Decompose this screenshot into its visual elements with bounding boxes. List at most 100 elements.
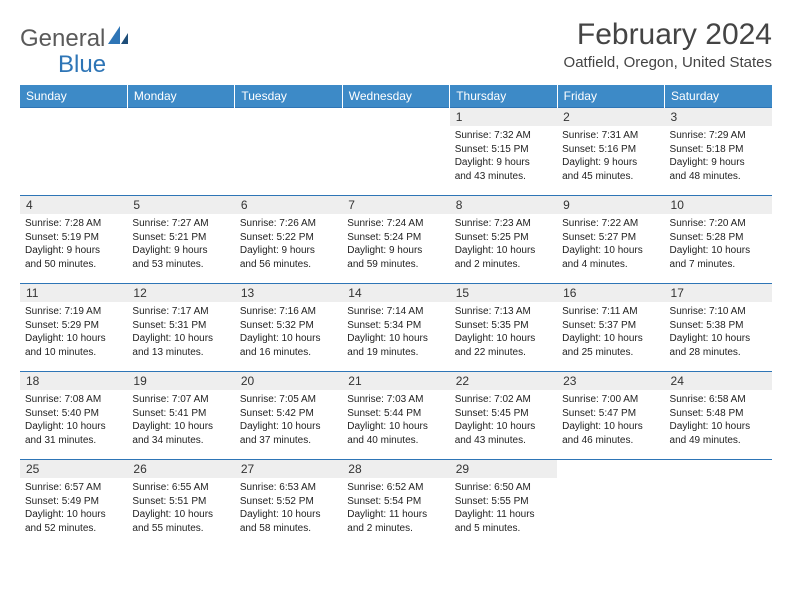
calendar-day-cell <box>127 108 234 196</box>
day-number: 13 <box>235 284 342 302</box>
day-number: 2 <box>557 108 664 126</box>
calendar-day-cell <box>665 460 772 548</box>
calendar-day-cell: 2Sunrise: 7:31 AMSunset: 5:16 PMDaylight… <box>557 108 664 196</box>
day-number: 26 <box>127 460 234 478</box>
calendar-day-cell: 23Sunrise: 7:00 AMSunset: 5:47 PMDayligh… <box>557 372 664 460</box>
month-title: February 2024 <box>564 18 772 52</box>
day-details: Sunrise: 7:23 AMSunset: 5:25 PMDaylight:… <box>450 214 557 274</box>
day-number: 19 <box>127 372 234 390</box>
weekday-header: Wednesday <box>342 85 449 108</box>
day-number: 9 <box>557 196 664 214</box>
logo-text-blue: Blue <box>58 51 106 79</box>
calendar-day-cell: 10Sunrise: 7:20 AMSunset: 5:28 PMDayligh… <box>665 196 772 284</box>
day-details: Sunrise: 7:08 AMSunset: 5:40 PMDaylight:… <box>20 390 127 450</box>
calendar-day-cell: 12Sunrise: 7:17 AMSunset: 5:31 PMDayligh… <box>127 284 234 372</box>
calendar-day-cell: 5Sunrise: 7:27 AMSunset: 5:21 PMDaylight… <box>127 196 234 284</box>
calendar-day-cell: 8Sunrise: 7:23 AMSunset: 5:25 PMDaylight… <box>450 196 557 284</box>
weekday-header: Friday <box>557 85 664 108</box>
day-details: Sunrise: 7:03 AMSunset: 5:44 PMDaylight:… <box>342 390 449 450</box>
day-details: Sunrise: 6:50 AMSunset: 5:55 PMDaylight:… <box>450 478 557 538</box>
calendar-day-cell: 19Sunrise: 7:07 AMSunset: 5:41 PMDayligh… <box>127 372 234 460</box>
day-details: Sunrise: 7:13 AMSunset: 5:35 PMDaylight:… <box>450 302 557 362</box>
calendar-day-cell: 27Sunrise: 6:53 AMSunset: 5:52 PMDayligh… <box>235 460 342 548</box>
calendar-day-cell: 15Sunrise: 7:13 AMSunset: 5:35 PMDayligh… <box>450 284 557 372</box>
calendar-week-row: 11Sunrise: 7:19 AMSunset: 5:29 PMDayligh… <box>20 284 772 372</box>
day-details: Sunrise: 7:22 AMSunset: 5:27 PMDaylight:… <box>557 214 664 274</box>
calendar-day-cell: 25Sunrise: 6:57 AMSunset: 5:49 PMDayligh… <box>20 460 127 548</box>
location-text: Oatfield, Oregon, United States <box>564 54 772 71</box>
day-details: Sunrise: 6:58 AMSunset: 5:48 PMDaylight:… <box>665 390 772 450</box>
day-details: Sunrise: 7:02 AMSunset: 5:45 PMDaylight:… <box>450 390 557 450</box>
day-number: 29 <box>450 460 557 478</box>
day-number: 15 <box>450 284 557 302</box>
calendar-day-cell: 29Sunrise: 6:50 AMSunset: 5:55 PMDayligh… <box>450 460 557 548</box>
calendar-week-row: 18Sunrise: 7:08 AMSunset: 5:40 PMDayligh… <box>20 372 772 460</box>
weekday-header: Tuesday <box>235 85 342 108</box>
day-details: Sunrise: 7:16 AMSunset: 5:32 PMDaylight:… <box>235 302 342 362</box>
day-details: Sunrise: 6:53 AMSunset: 5:52 PMDaylight:… <box>235 478 342 538</box>
calendar-table: Sunday Monday Tuesday Wednesday Thursday… <box>20 85 772 548</box>
calendar-day-cell: 14Sunrise: 7:14 AMSunset: 5:34 PMDayligh… <box>342 284 449 372</box>
calendar-day-cell <box>342 108 449 196</box>
day-details: Sunrise: 7:26 AMSunset: 5:22 PMDaylight:… <box>235 214 342 274</box>
day-number: 23 <box>557 372 664 390</box>
calendar-day-cell: 16Sunrise: 7:11 AMSunset: 5:37 PMDayligh… <box>557 284 664 372</box>
day-number: 20 <box>235 372 342 390</box>
day-details: Sunrise: 7:14 AMSunset: 5:34 PMDaylight:… <box>342 302 449 362</box>
day-number: 12 <box>127 284 234 302</box>
day-details: Sunrise: 7:27 AMSunset: 5:21 PMDaylight:… <box>127 214 234 274</box>
calendar-day-cell: 21Sunrise: 7:03 AMSunset: 5:44 PMDayligh… <box>342 372 449 460</box>
calendar-day-cell: 17Sunrise: 7:10 AMSunset: 5:38 PMDayligh… <box>665 284 772 372</box>
logo-sail-icon <box>106 24 132 53</box>
day-number: 3 <box>665 108 772 126</box>
day-number: 10 <box>665 196 772 214</box>
day-number: 22 <box>450 372 557 390</box>
calendar-day-cell: 9Sunrise: 7:22 AMSunset: 5:27 PMDaylight… <box>557 196 664 284</box>
day-details: Sunrise: 6:57 AMSunset: 5:49 PMDaylight:… <box>20 478 127 538</box>
calendar-day-cell <box>557 460 664 548</box>
weekday-header: Saturday <box>665 85 772 108</box>
day-number: 4 <box>20 196 127 214</box>
day-details: Sunrise: 7:00 AMSunset: 5:47 PMDaylight:… <box>557 390 664 450</box>
calendar-day-cell <box>20 108 127 196</box>
day-number: 5 <box>127 196 234 214</box>
calendar-day-cell: 20Sunrise: 7:05 AMSunset: 5:42 PMDayligh… <box>235 372 342 460</box>
day-number: 17 <box>665 284 772 302</box>
day-details: Sunrise: 7:31 AMSunset: 5:16 PMDaylight:… <box>557 126 664 186</box>
day-details: Sunrise: 7:11 AMSunset: 5:37 PMDaylight:… <box>557 302 664 362</box>
day-details: Sunrise: 6:55 AMSunset: 5:51 PMDaylight:… <box>127 478 234 538</box>
weekday-header: Sunday <box>20 85 127 108</box>
calendar-day-cell: 28Sunrise: 6:52 AMSunset: 5:54 PMDayligh… <box>342 460 449 548</box>
day-details: Sunrise: 7:20 AMSunset: 5:28 PMDaylight:… <box>665 214 772 274</box>
calendar-header-row: Sunday Monday Tuesday Wednesday Thursday… <box>20 85 772 108</box>
logo-text-general: General <box>20 25 105 53</box>
calendar-day-cell: 3Sunrise: 7:29 AMSunset: 5:18 PMDaylight… <box>665 108 772 196</box>
day-number: 11 <box>20 284 127 302</box>
day-details: Sunrise: 7:19 AMSunset: 5:29 PMDaylight:… <box>20 302 127 362</box>
day-details: Sunrise: 7:29 AMSunset: 5:18 PMDaylight:… <box>665 126 772 186</box>
day-number: 6 <box>235 196 342 214</box>
day-number: 16 <box>557 284 664 302</box>
calendar-day-cell: 24Sunrise: 6:58 AMSunset: 5:48 PMDayligh… <box>665 372 772 460</box>
day-details: Sunrise: 7:24 AMSunset: 5:24 PMDaylight:… <box>342 214 449 274</box>
day-details: Sunrise: 6:52 AMSunset: 5:54 PMDaylight:… <box>342 478 449 538</box>
calendar-day-cell: 1Sunrise: 7:32 AMSunset: 5:15 PMDaylight… <box>450 108 557 196</box>
calendar-day-cell: 26Sunrise: 6:55 AMSunset: 5:51 PMDayligh… <box>127 460 234 548</box>
day-details: Sunrise: 7:17 AMSunset: 5:31 PMDaylight:… <box>127 302 234 362</box>
day-details: Sunrise: 7:05 AMSunset: 5:42 PMDaylight:… <box>235 390 342 450</box>
day-number: 18 <box>20 372 127 390</box>
calendar-day-cell: 6Sunrise: 7:26 AMSunset: 5:22 PMDaylight… <box>235 196 342 284</box>
day-number: 27 <box>235 460 342 478</box>
day-details: Sunrise: 7:07 AMSunset: 5:41 PMDaylight:… <box>127 390 234 450</box>
calendar-week-row: 25Sunrise: 6:57 AMSunset: 5:49 PMDayligh… <box>20 460 772 548</box>
day-number: 7 <box>342 196 449 214</box>
day-details: Sunrise: 7:28 AMSunset: 5:19 PMDaylight:… <box>20 214 127 274</box>
day-details: Sunrise: 7:10 AMSunset: 5:38 PMDaylight:… <box>665 302 772 362</box>
weekday-header: Thursday <box>450 85 557 108</box>
calendar-day-cell <box>235 108 342 196</box>
day-number: 8 <box>450 196 557 214</box>
weekday-header: Monday <box>127 85 234 108</box>
day-number: 24 <box>665 372 772 390</box>
day-details: Sunrise: 7:32 AMSunset: 5:15 PMDaylight:… <box>450 126 557 186</box>
calendar-day-cell: 11Sunrise: 7:19 AMSunset: 5:29 PMDayligh… <box>20 284 127 372</box>
